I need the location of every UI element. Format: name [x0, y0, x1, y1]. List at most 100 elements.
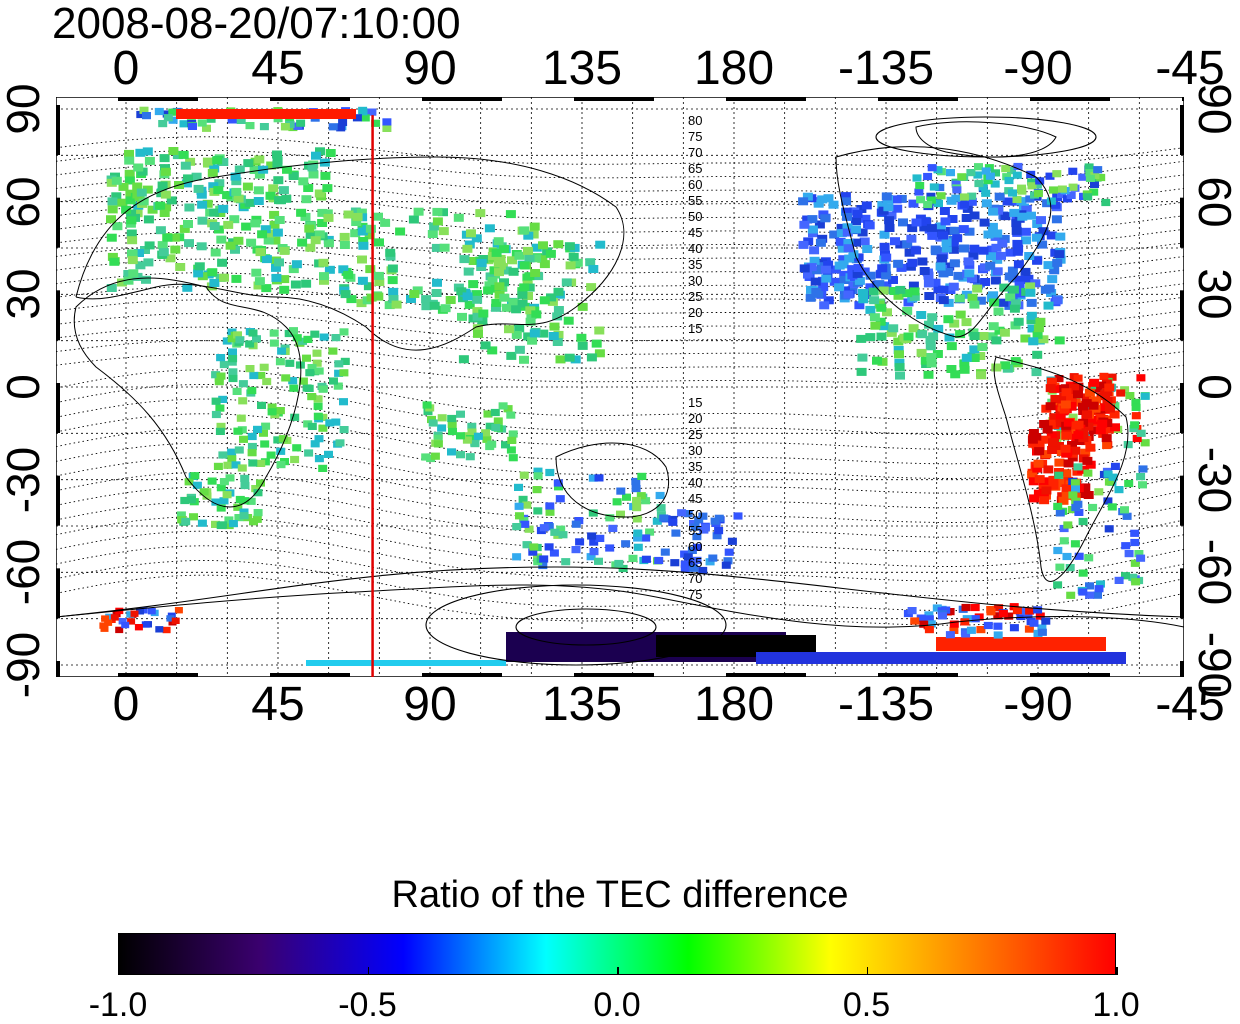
tec-patch [227, 455, 237, 463]
tec-patch [243, 159, 254, 168]
tec-patch [941, 238, 952, 247]
tec-patch [950, 370, 961, 379]
tec-patch [940, 217, 951, 226]
tec-patch [944, 262, 955, 271]
colorbar-tick-mark [866, 967, 868, 975]
edge-tick-bottom [422, 673, 502, 677]
tec-patch [895, 240, 906, 249]
tec-patch [331, 418, 341, 426]
tec-patch [124, 169, 135, 178]
tec-patch [165, 254, 176, 263]
tec-patch [710, 517, 720, 525]
tec-patch [174, 607, 183, 614]
edge-tick-right [1180, 568, 1184, 619]
tec-patch [528, 548, 538, 556]
tec-patch [959, 359, 970, 368]
tec-patch [233, 236, 244, 245]
tec-patch [1085, 174, 1095, 182]
tec-patch [904, 248, 915, 257]
tec-patch [255, 248, 266, 257]
tec-patch [616, 487, 626, 495]
tec-patch [329, 377, 338, 385]
tec-patch [1136, 473, 1146, 481]
tec-patch [1068, 491, 1078, 499]
mag-contour [56, 530, 1184, 582]
tec-patch [988, 207, 999, 216]
tec-patch [433, 440, 443, 448]
tec-patch [247, 432, 257, 441]
tec-patch [1040, 435, 1051, 444]
tec-patch [524, 254, 535, 263]
tec-patch [184, 478, 194, 486]
tec-patch [160, 190, 171, 199]
tec-patch [176, 109, 356, 119]
tec-patch [561, 558, 571, 566]
tec-patch [1134, 550, 1144, 558]
tec-patch [462, 436, 472, 444]
tec-patch [260, 458, 270, 466]
tec-patch [1002, 173, 1012, 181]
edge-tick-right [1180, 290, 1184, 341]
tec-patch [1102, 388, 1113, 396]
tec-patch [976, 626, 986, 634]
tec-patch [240, 474, 250, 482]
tec-patch [288, 265, 299, 274]
tec-patch [935, 222, 946, 231]
tec-patch [930, 278, 941, 287]
tec-patch [317, 219, 328, 227]
tec-patch [1140, 392, 1150, 400]
tec-patch [253, 281, 264, 290]
tec-patch [1082, 456, 1093, 465]
tec-patch [934, 199, 943, 208]
tec-patch [924, 292, 935, 300]
tec-patch [440, 304, 451, 313]
tec-patch [306, 660, 506, 666]
tec-patch [272, 150, 282, 159]
tec-patch [990, 276, 1001, 285]
mag-contour [56, 258, 1184, 290]
tec-patch [127, 249, 138, 258]
tec-patch [1131, 412, 1141, 420]
tec-patch [999, 328, 1010, 337]
edge-tick-left [56, 475, 60, 526]
tec-patch [257, 401, 266, 409]
contour-label-north: 45 [688, 225, 702, 240]
tec-patch [166, 615, 175, 622]
tec-patch [937, 612, 947, 620]
tec-patch [563, 316, 574, 325]
tec-patch [803, 270, 813, 279]
tec-patch [1085, 591, 1095, 599]
tec-patch [823, 194, 834, 203]
tec-patch [303, 184, 314, 192]
tec-patch [236, 116, 246, 124]
tec-patch [641, 555, 651, 563]
tec-patch [1068, 183, 1078, 191]
tec-patch [564, 353, 575, 362]
tec-patch [1010, 357, 1021, 366]
tec-patch [538, 241, 548, 250]
tec-patch [111, 176, 122, 185]
tec-patch [1027, 178, 1037, 186]
tec-patch [924, 626, 934, 634]
tec-patch [1038, 227, 1049, 236]
tec-patch [495, 254, 506, 263]
tec-patch [1081, 393, 1092, 402]
tec-patch [608, 524, 618, 532]
tec-patch [367, 108, 377, 116]
tec-patch [1046, 289, 1057, 297]
tec-patch [902, 306, 913, 315]
tec-patch [328, 123, 338, 131]
tec-patch [964, 227, 975, 236]
tec-patch [254, 277, 265, 286]
tec-patch [687, 546, 697, 554]
tec-patch [1055, 419, 1066, 428]
tec-patch [852, 269, 863, 278]
tec-patch [1096, 580, 1105, 588]
tec-patch [467, 422, 477, 430]
tec-patch [1068, 167, 1078, 175]
contour-label-north: 35 [688, 257, 702, 272]
tec-patch [260, 225, 271, 234]
tec-patch [325, 149, 336, 157]
tec-patch [895, 371, 905, 380]
tec-patch [128, 269, 139, 278]
